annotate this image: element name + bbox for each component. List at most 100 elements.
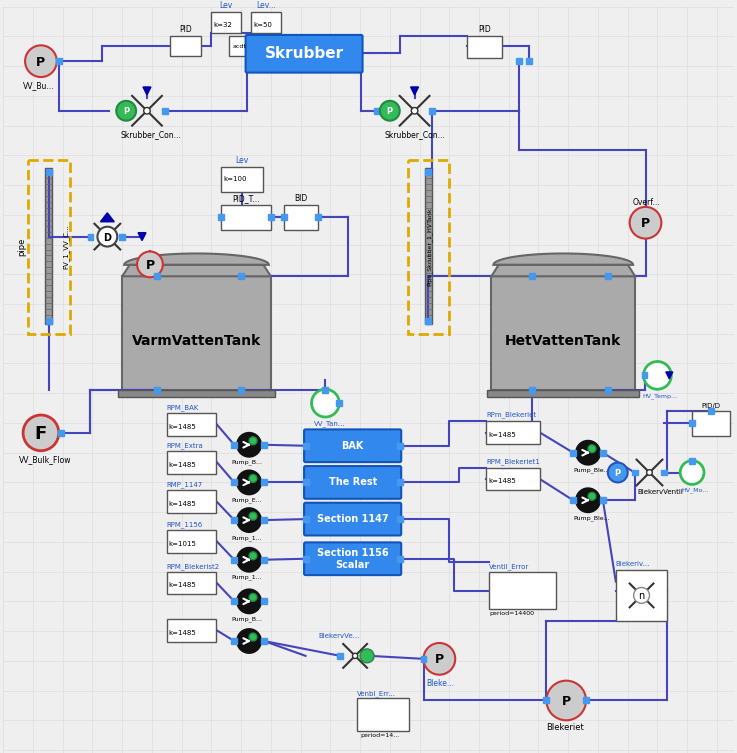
Bar — [238, 273, 244, 279]
Text: Skrubber_Con...: Skrubber_Con... — [120, 130, 181, 139]
Circle shape — [97, 227, 117, 246]
Bar — [221, 205, 271, 230]
Text: VV_Tan...: VV_Tan... — [313, 420, 345, 427]
Text: Section 1156
Scalar: Section 1156 Scalar — [317, 548, 388, 569]
Circle shape — [680, 461, 704, 484]
FancyBboxPatch shape — [304, 466, 401, 498]
Bar — [231, 556, 237, 562]
Bar — [303, 443, 309, 449]
Circle shape — [360, 649, 374, 663]
Bar — [600, 497, 606, 503]
Bar — [467, 36, 502, 58]
Bar — [374, 108, 380, 114]
Bar — [641, 373, 648, 378]
Text: Skrubber: Skrubber — [265, 46, 343, 61]
Bar — [238, 387, 244, 393]
Text: Lev...: Lev... — [256, 1, 276, 10]
Bar — [689, 420, 695, 426]
Text: k=1485: k=1485 — [169, 501, 197, 508]
Text: VV_Bulk_Flow: VV_Bulk_Flow — [19, 455, 71, 464]
Polygon shape — [122, 254, 271, 276]
Bar — [303, 480, 309, 486]
Circle shape — [608, 462, 628, 483]
Circle shape — [643, 361, 671, 389]
Bar — [322, 387, 329, 393]
Text: Blekeriet: Blekeriet — [546, 724, 584, 732]
Bar — [570, 450, 576, 456]
Text: P: P — [562, 695, 570, 708]
Bar — [167, 451, 217, 474]
Bar — [261, 599, 267, 605]
Circle shape — [352, 654, 357, 658]
Polygon shape — [143, 87, 151, 95]
Text: Skrubber_Con...: Skrubber_Con... — [385, 130, 446, 139]
Text: Blekeriv...: Blekeriv... — [616, 561, 650, 567]
Text: P: P — [145, 259, 155, 272]
Text: D: D — [103, 233, 111, 242]
Text: k=1485: k=1485 — [169, 424, 197, 430]
Bar — [421, 656, 427, 662]
Bar — [486, 468, 540, 490]
Circle shape — [237, 548, 261, 572]
Circle shape — [137, 252, 163, 277]
Text: P: P — [435, 654, 444, 666]
Text: Pump_B...: Pump_B... — [231, 459, 262, 465]
Bar — [689, 458, 695, 464]
Circle shape — [237, 629, 261, 653]
Text: RPM_Blekerist2: RPM_Blekerist2 — [167, 563, 220, 569]
Bar — [46, 168, 52, 324]
Bar — [425, 168, 432, 324]
Bar — [425, 318, 431, 324]
Circle shape — [249, 437, 257, 445]
Bar — [492, 276, 635, 390]
Text: Lev: Lev — [236, 157, 249, 165]
Bar — [261, 638, 267, 644]
Circle shape — [312, 389, 339, 417]
Text: Pipe_Skrubber_1_HVTank: Pipe_Skrubber_1_HVTank — [427, 207, 432, 286]
Circle shape — [237, 433, 261, 456]
Circle shape — [646, 470, 652, 475]
Text: BlekervVe...: BlekervVe... — [318, 633, 360, 639]
Text: Pump_Ble...: Pump_Ble... — [573, 468, 609, 473]
Circle shape — [249, 512, 257, 520]
Circle shape — [25, 45, 57, 77]
Text: PID: PID — [478, 26, 492, 35]
Bar — [119, 108, 125, 114]
Bar — [397, 443, 402, 449]
Circle shape — [105, 233, 110, 239]
Bar — [708, 408, 714, 414]
Text: P: P — [36, 56, 46, 69]
FancyBboxPatch shape — [304, 503, 401, 535]
Bar — [170, 36, 201, 56]
Text: RPM_1156: RPM_1156 — [167, 521, 203, 528]
Bar — [154, 387, 160, 393]
Text: Overf...: Overf... — [632, 198, 660, 207]
Bar — [167, 530, 217, 553]
Text: k=1485: k=1485 — [169, 583, 197, 589]
Text: k=1485: k=1485 — [488, 478, 516, 484]
Bar — [397, 516, 402, 522]
Bar — [486, 421, 540, 444]
Text: PID_T...: PID_T... — [232, 194, 260, 203]
Text: k=1485: k=1485 — [169, 630, 197, 636]
Polygon shape — [411, 87, 419, 95]
Circle shape — [588, 445, 596, 453]
Text: HetVattenTank: HetVattenTank — [505, 334, 621, 348]
Bar — [543, 697, 549, 703]
Bar — [221, 167, 263, 192]
Circle shape — [424, 643, 455, 675]
Circle shape — [249, 593, 257, 602]
Bar — [56, 58, 62, 64]
Text: pipe: pipe — [18, 237, 27, 256]
Bar — [231, 638, 237, 644]
Text: P: P — [123, 107, 129, 116]
Bar — [167, 619, 217, 642]
Bar — [570, 497, 576, 503]
Text: acdt: acdt — [232, 44, 246, 49]
Bar — [692, 411, 730, 436]
Bar — [119, 233, 125, 239]
Text: RMP_1147: RMP_1147 — [167, 482, 203, 489]
Text: Bleke...: Bleke... — [427, 678, 455, 687]
Text: HV_Temp...: HV_Temp... — [643, 393, 677, 399]
Bar — [231, 517, 237, 523]
